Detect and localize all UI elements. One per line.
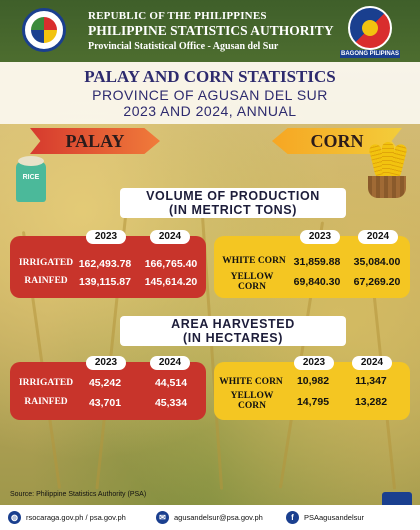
row-label: IRRIGATED (18, 378, 74, 388)
value-cell: 139,115.87 (79, 276, 131, 288)
year-pill: 2024 (352, 356, 392, 370)
value-cell: 31,859.88 (293, 256, 341, 268)
year-pill: 2024 (150, 356, 190, 370)
value-cell: 43,701 (88, 397, 122, 409)
rice-bag-label: RICE (22, 174, 40, 181)
psa-logo (22, 8, 66, 52)
subtitle-province: PROVINCE OF AGUSAN DEL SUR (92, 87, 328, 103)
row-label: WHITE CORN (222, 256, 286, 266)
year-pill: 2023 (300, 230, 340, 244)
production-title-line1: VOLUME OF PRODUCTION (146, 189, 320, 203)
header-line1: REPUBLIC OF THE PHILIPPINES (88, 10, 267, 22)
year-pill: 2023 (86, 356, 126, 370)
value-cell: 45,242 (88, 377, 122, 389)
header-line2: PHILIPPINE STATISTICS AUTHORITY (88, 23, 334, 38)
row-label: RAINFED (24, 397, 68, 407)
value-cell: 35,084.00 (353, 256, 401, 268)
value-cell: 44,514 (154, 377, 188, 389)
email-link[interactable]: agusandelsur@psa.gov.ph (174, 513, 263, 522)
value-cell: 145,614.20 (144, 276, 198, 288)
row-label: RAINFED (24, 276, 68, 286)
value-cell: 10,982 (296, 375, 330, 387)
main-title: PALAY AND CORN STATISTICS (84, 67, 336, 86)
year-pill: 2023 (86, 230, 126, 244)
row-label: YELLOW CORN (230, 391, 274, 411)
value-cell: 11,347 (355, 375, 387, 387)
harvested-title-line2: (IN HECTARES) (183, 331, 283, 345)
row-label: WHITE CORN (219, 377, 283, 387)
year-pill: 2024 (358, 230, 398, 244)
palay-harvested-card: 2023 2024 IRRIGATED 45,242 44,514 RAINFE… (10, 356, 206, 420)
harvested-title-line1: AREA HARVESTED (171, 317, 295, 331)
subtitle-years: 2023 AND 2024, ANNUAL (123, 103, 297, 119)
value-cell: 162,493.78 (78, 258, 132, 270)
header-line3: Provincial Statistical Office - Agusan d… (88, 41, 279, 52)
corn-harvested-card: 2023 2024 WHITE CORN 10,982 11,347 YELLO… (214, 356, 410, 420)
palay-banner: PALAY (30, 128, 160, 154)
year-pill: 2024 (150, 230, 190, 244)
email-icon: ✉ (156, 511, 169, 524)
value-cell: 45,334 (154, 397, 188, 409)
value-cell: 67,269.20 (353, 276, 401, 288)
footer-bar: ◍ rsocaraga.gov.ph / psa.gov.ph ✉ agusan… (0, 505, 420, 530)
title-band (0, 62, 420, 124)
facebook-link[interactable]: PSAagusandelsur (304, 513, 365, 522)
production-section-title: VOLUME OF PRODUCTION (IN METRICT TONS) (120, 188, 346, 218)
corn-production-card: 2023 2024 WHITE CORN 31,859.88 35,084.00… (214, 230, 410, 298)
value-cell: 166,765.40 (144, 258, 198, 270)
header-bar: REPUBLIC OF THE PHILIPPINES PHILIPPINE S… (0, 0, 420, 62)
row-label: IRRIGATED (18, 258, 74, 268)
year-pill: 2023 (294, 356, 334, 370)
corn-basket-icon (364, 142, 410, 202)
value-cell: 13,282 (354, 396, 388, 408)
palay-production-card: 2023 2024 IRRIGATED 162,493.78 166,765.4… (10, 230, 206, 298)
facebook-icon: f (286, 511, 299, 524)
source-note: Source: Philippine Statistics Authority … (10, 491, 147, 498)
harvested-section-title: AREA HARVESTED (IN HECTARES) (120, 316, 346, 346)
bagong-pilipinas-text: BAGONG PILIPINAS (340, 50, 400, 58)
value-cell: 14,795 (296, 396, 330, 408)
bagong-pilipinas-logo: BAGONG PILIPINAS (340, 6, 400, 60)
production-title-line2: (IN METRICT TONS) (168, 203, 298, 217)
globe-icon: ◍ (8, 511, 21, 524)
value-cell: 69,840.30 (293, 276, 341, 288)
rice-bag-icon: RICE (16, 156, 46, 202)
website-link[interactable]: rsocaraga.gov.ph / psa.gov.ph (26, 513, 126, 522)
row-label: YELLOW CORN (230, 272, 274, 292)
